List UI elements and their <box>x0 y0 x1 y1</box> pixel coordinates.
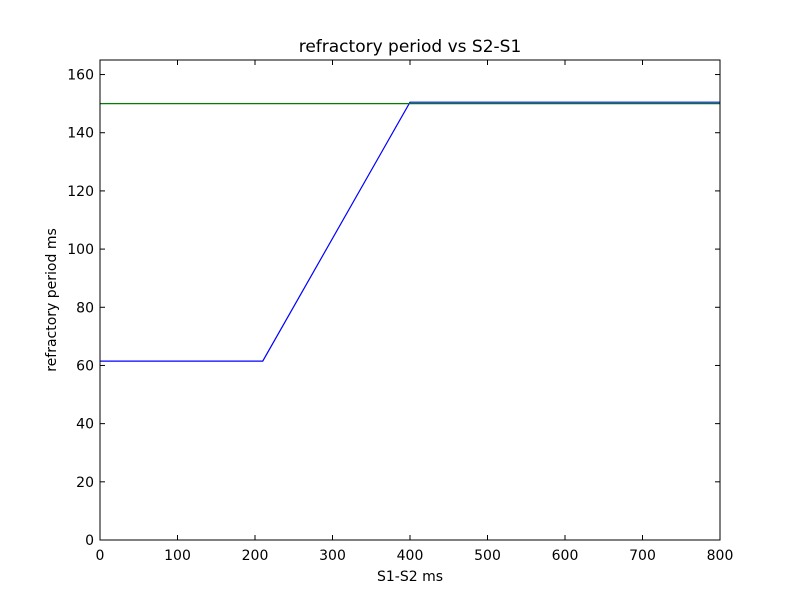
tick-layer: 0 100 200 300 400 500 600 700 800 0 20 40 60 80 100 120… <box>67 60 733 564</box>
x-tick-label: 700 <box>629 548 656 564</box>
x-tick-label: 800 <box>707 548 734 564</box>
x-tick-label: 600 <box>552 548 579 564</box>
x-tick-label: 100 <box>164 548 191 564</box>
y-tick-label: 160 <box>67 68 94 84</box>
y-tick-label: 0 <box>85 533 94 549</box>
x-tick-label: 500 <box>474 548 501 564</box>
x-tick-label: 300 <box>319 548 346 564</box>
plot-area-frame <box>99 59 721 541</box>
y-tick-label: 80 <box>76 300 94 316</box>
y-tick-label: 140 <box>67 126 94 142</box>
x-tick-label: 0 <box>96 548 105 564</box>
y-axis-label: refractory period ms <box>44 228 60 372</box>
y-tick-label: 20 <box>76 475 94 491</box>
y-tick-label: 120 <box>67 184 94 200</box>
y-tick-label: 40 <box>76 417 94 433</box>
y-tick-label: 60 <box>76 358 94 374</box>
series-layer <box>100 101 720 362</box>
x-tick-label: 200 <box>242 548 269 564</box>
x-tick-label: 400 <box>397 548 424 564</box>
x-axis-label: S1-S2 ms <box>377 569 443 585</box>
chart-title: refractory period vs S2-S1 <box>299 37 522 57</box>
y-tick-label: 100 <box>67 242 94 258</box>
series-line-1 <box>100 101 720 362</box>
